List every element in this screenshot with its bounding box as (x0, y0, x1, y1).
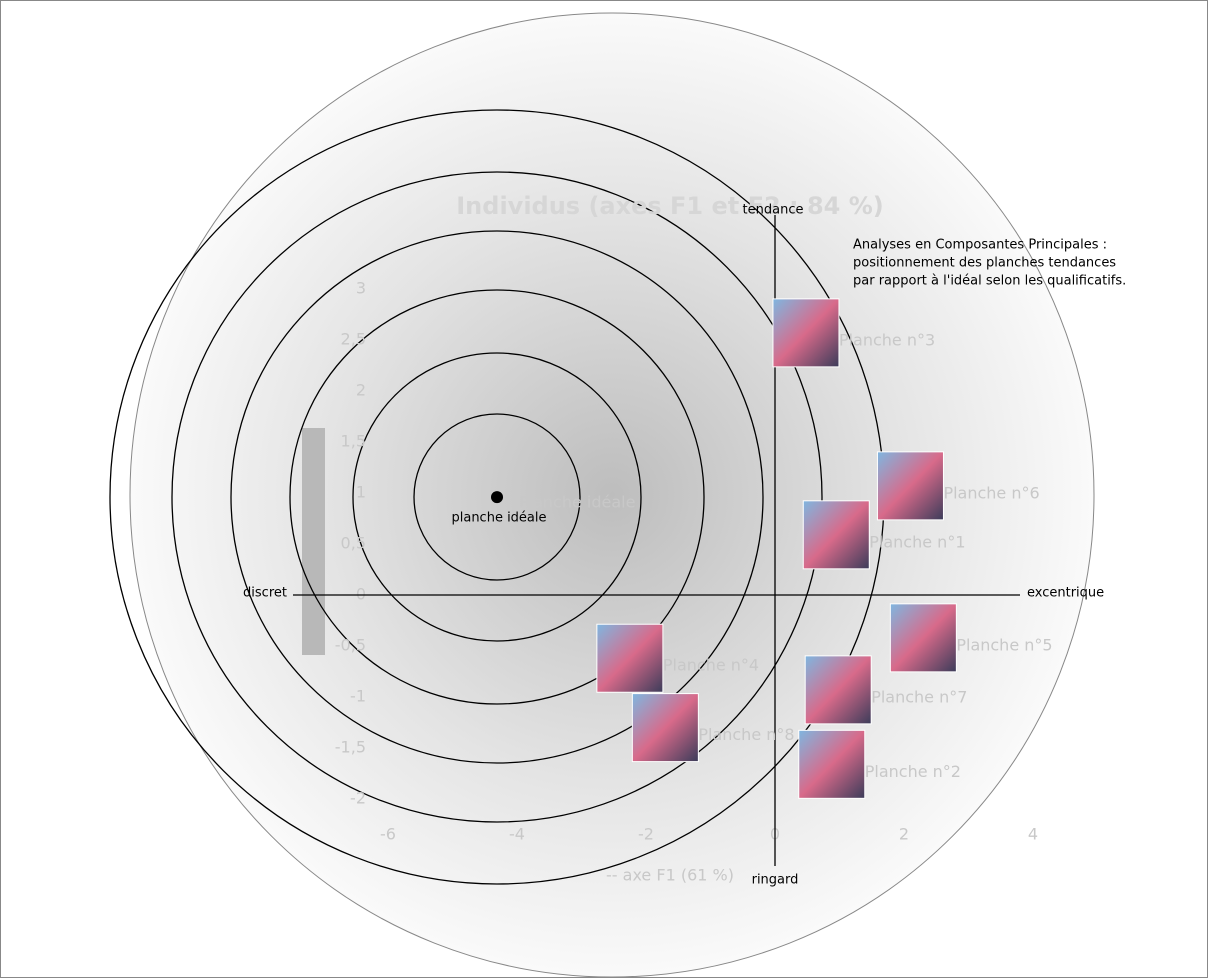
axis-annotation: ringard (752, 873, 799, 888)
planche-image (772, 298, 840, 368)
y-tick-label: -0,5 (335, 636, 366, 655)
ideal-point (491, 491, 504, 504)
x-tick-label: 2 (899, 825, 909, 844)
x-axis-label: -- axe F1 (61 %) (606, 866, 734, 885)
point-label: Planche n°1 (869, 532, 965, 551)
y-tick-label: -2 (350, 789, 366, 808)
planche-image (596, 623, 664, 693)
point-label: Planche n°3 (839, 330, 935, 349)
planche-image (876, 451, 944, 521)
planche-image (804, 655, 872, 725)
x-tick-label: -6 (380, 825, 396, 844)
point-label: Planche n°7 (871, 687, 967, 706)
point-label: Planche n°8 (698, 725, 794, 744)
description: positionnement des planches tendances (853, 256, 1116, 271)
y-tick-label: 2,5 (341, 330, 366, 349)
faded-bar (302, 428, 325, 655)
axis-annotation: tendance (743, 203, 804, 218)
description: par rapport à l'idéal selon les qualific… (853, 274, 1126, 289)
planche-image (631, 693, 699, 763)
point-label: Planche n°6 (943, 483, 1039, 502)
point-label: Planche n°5 (956, 635, 1052, 654)
point-label: Planche idéale (519, 493, 635, 512)
description: Analyses en Composantes Principales : (853, 238, 1107, 253)
y-tick-label: 3 (356, 279, 366, 298)
x-tick-label: -4 (509, 825, 525, 844)
y-tick-label: 1 (356, 483, 366, 502)
y-tick-label: 0 (356, 585, 366, 604)
x-tick-label: 4 (1028, 825, 1038, 844)
y-tick-label: 1,5 (341, 432, 366, 451)
axis-annotation: excentrique (1027, 586, 1104, 601)
y-tick-label: -1 (350, 687, 366, 706)
planche-image (802, 500, 870, 570)
x-tick-label: -2 (638, 825, 654, 844)
y-tick-label: -1,5 (335, 738, 366, 757)
axis-annotation: discret (243, 586, 287, 601)
point-label: Planche n°2 (865, 762, 961, 781)
planche-image (889, 603, 957, 673)
distance-rings (109, 109, 885, 885)
planche-image (798, 729, 866, 799)
y-tick-label: 2 (356, 381, 366, 400)
chart-title: Individus (axes F1 et F2 : 84 %) (456, 192, 884, 220)
y-tick-label: 0,5 (341, 534, 366, 553)
point-label: Planche n°4 (663, 656, 759, 675)
ideal-annotation: planche idéale (451, 511, 546, 526)
